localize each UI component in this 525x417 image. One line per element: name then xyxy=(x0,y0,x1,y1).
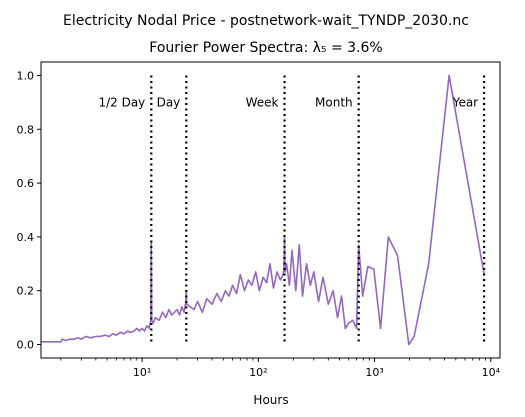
x-tick-label: 10² xyxy=(249,366,267,379)
annotation-year: Year xyxy=(452,95,478,109)
y-tick-label: 0.8 xyxy=(17,123,35,136)
x-tick-label: 10¹ xyxy=(133,366,151,379)
x-axis-label: Hours xyxy=(253,393,288,407)
axes-frame xyxy=(40,61,501,359)
plot-area: 1/2 Day Day Week Month Year 0.0 0.2 0.4 0.6 0.8 1.… xyxy=(17,61,501,379)
y-tick-label: 0.2 xyxy=(17,285,35,298)
y-tick-label: 0.6 xyxy=(17,177,35,190)
x-tick-label: 10⁴ xyxy=(482,366,501,379)
x-tick-label: 10³ xyxy=(365,366,383,379)
y-tick-label: 0.0 xyxy=(17,339,35,352)
y-tick-label: 0.4 xyxy=(17,231,35,244)
annotation-month: Month xyxy=(315,95,353,109)
figure-suptitle: Electricity Nodal Price - postnetwork-wa… xyxy=(63,13,469,29)
chart-title: Fourier Power Spectra: λ₅ = 3.6% xyxy=(149,40,382,56)
annotation-day: Day xyxy=(157,95,181,109)
annotation-1-2-day: 1/2 Day xyxy=(98,95,145,109)
y-tick-label: 1.0 xyxy=(17,69,35,82)
series-line-0 xyxy=(41,74,485,346)
annotation-week: Week xyxy=(246,95,279,109)
